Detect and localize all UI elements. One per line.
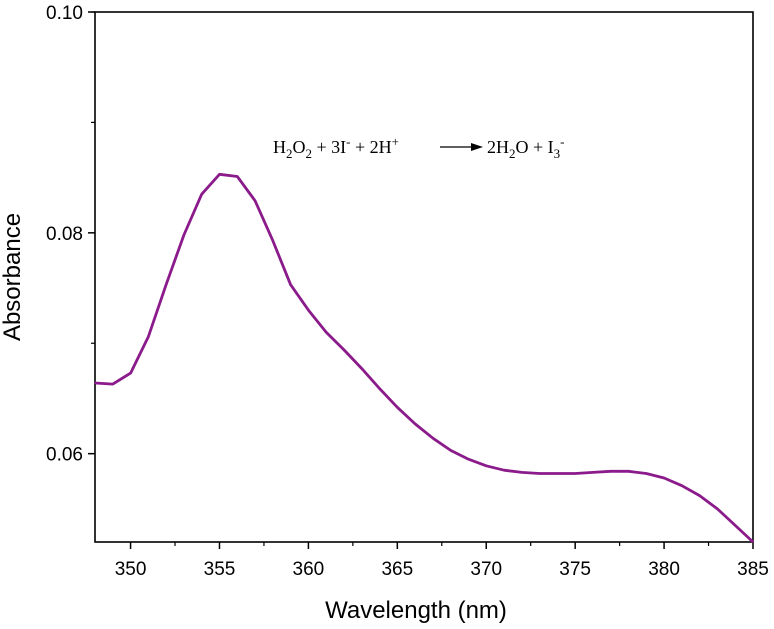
eq-sub-2a: 2 (286, 146, 293, 161)
absorbance-series-line (94, 172, 754, 544)
data-point (592, 471, 594, 474)
data-point (289, 283, 292, 286)
eq-2h: 2H (487, 137, 509, 157)
data-point (432, 437, 434, 440)
data-point (307, 309, 310, 311)
svg-text:H2O2 + 3I- + 2H+: H2O2 + 3I- + 2H+ (273, 134, 399, 161)
data-point (449, 449, 452, 452)
x-axis-ticks: 350 355 360 365 370 375 380 385 (115, 542, 769, 580)
y-tick-label: 0.06 (46, 445, 83, 466)
data-point (378, 387, 381, 390)
data-point (645, 472, 648, 475)
data-point (609, 470, 612, 473)
data-point (272, 239, 274, 242)
eq-sup-minus-b: - (560, 134, 564, 149)
data-point (521, 471, 523, 474)
data-point (734, 524, 737, 527)
reaction-equation: H2O2 + 3I- + 2H+ 2H2O + I3- (273, 134, 565, 161)
data-point (414, 423, 416, 425)
x-tick-label: 365 (381, 559, 413, 580)
data-point (681, 484, 683, 487)
data-point (538, 472, 541, 475)
x-tick-label: 375 (559, 559, 591, 580)
x-tick-label: 385 (737, 559, 769, 580)
data-point (627, 470, 630, 473)
x-tick-label: 350 (115, 559, 147, 580)
data-point (218, 173, 221, 176)
eq-water-iodine: O + I (516, 137, 554, 157)
data-point (556, 472, 559, 475)
eq-iodide: + 3I (312, 137, 346, 157)
eq-sub-3: 3 (554, 146, 561, 161)
svg-text:2H2O + I3-: 2H2O + I3- (487, 134, 565, 161)
x-tick-label: 370 (470, 559, 502, 580)
data-point (129, 372, 132, 374)
data-point (165, 283, 167, 286)
data-point (325, 331, 327, 334)
data-point (716, 508, 719, 510)
data-point (752, 541, 754, 543)
data-point (503, 469, 505, 472)
eq-h: H (273, 137, 286, 157)
data-point (200, 193, 203, 195)
eq-o: O (293, 137, 306, 157)
x-tick-label: 360 (293, 559, 325, 580)
data-point (111, 383, 114, 385)
plot-frame (94, 11, 754, 543)
eq-sub-2b: 2 (306, 146, 313, 161)
data-point (574, 472, 576, 475)
y-tick-label: 0.10 (46, 3, 83, 24)
data-point (147, 335, 150, 338)
data-point (698, 494, 701, 497)
data-point (254, 200, 256, 202)
series-points (94, 173, 754, 543)
y-axis-title: Absorbance (0, 213, 26, 341)
data-point (94, 382, 96, 384)
x-tick-label: 355 (204, 559, 236, 580)
x-tick-label: 380 (648, 559, 680, 580)
x-axis-title: Wavelength (nm) (325, 597, 507, 624)
eq-proton: + 2H (351, 137, 392, 157)
eq-sup-minus: - (346, 134, 350, 149)
y-tick-label: 0.08 (46, 224, 83, 245)
data-point (236, 175, 239, 178)
data-point (663, 477, 665, 479)
eq-sup-plus: + (392, 134, 399, 149)
data-point (343, 349, 345, 351)
data-point (360, 367, 363, 370)
y-axis-ticks: 0.06 0.08 0.10 (46, 3, 95, 466)
data-point (467, 458, 470, 460)
data-point (396, 406, 399, 409)
reaction-arrow-head (471, 143, 483, 151)
eq-sub-2c: 2 (509, 146, 516, 161)
data-point (183, 234, 185, 236)
data-point (485, 465, 488, 467)
